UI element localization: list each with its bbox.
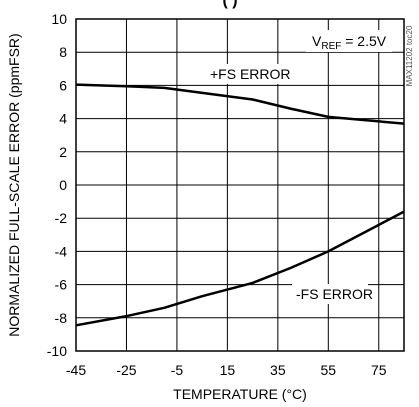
x-tick-labels: -45 -25 -5 15 35 55 75: [66, 362, 387, 378]
vref-subscript: REF: [321, 41, 341, 52]
y-tick-label: -10: [47, 343, 67, 359]
y-tick-label: -4: [55, 243, 68, 259]
vref-suffix: = 2.5V: [341, 33, 386, 49]
plus-fs-label-bg: [206, 64, 306, 84]
y-tick-label: 8: [59, 44, 67, 60]
y-tick-label: 4: [59, 111, 67, 127]
plus-fs-error-label: +FS ERROR: [210, 66, 291, 82]
x-tick-label: -45: [66, 362, 86, 378]
vref-label-bg: [306, 30, 392, 52]
y-tick-label: 2: [59, 144, 67, 160]
y-axis-title: NORMALIZED FULL-SCALE ERROR (ppmFSR): [6, 33, 22, 336]
y-tick-label: 0: [59, 177, 67, 193]
series-group: [75, 83, 405, 327]
minus-fs-label-bg: [292, 284, 368, 304]
minus-fs-error-line: [75, 210, 405, 327]
x-tick-label: 35: [270, 362, 286, 378]
y-tick-label: -2: [55, 210, 68, 226]
x-tick-label: 15: [220, 362, 236, 378]
y-tick-label: -6: [55, 277, 68, 293]
y-tick-label: -8: [55, 310, 68, 326]
x-tick-label: -25: [116, 362, 136, 378]
x-axis-title: TEMPERATURE (°C): [173, 386, 307, 402]
y-tick-label: 6: [59, 77, 67, 93]
side-id: MAX11202 toc20: [405, 25, 414, 86]
chart-title-partial: ( ): [222, 0, 237, 9]
x-tick-label: -5: [171, 362, 184, 378]
y-tick-label: 10: [51, 11, 67, 27]
y-tick-labels: 10 8 6 4 2 0 -2 -4 -6 -8 -10: [47, 11, 67, 359]
minus-fs-error-label: -FS ERROR: [296, 286, 373, 302]
plot-frame: [75, 18, 405, 352]
plus-fs-error-line: [75, 83, 405, 125]
vref-prefix: V: [312, 33, 322, 49]
vref-label: VREF = 2.5V: [312, 33, 387, 52]
x-tick-label: 55: [321, 362, 337, 378]
x-tick-label: 75: [371, 362, 387, 378]
